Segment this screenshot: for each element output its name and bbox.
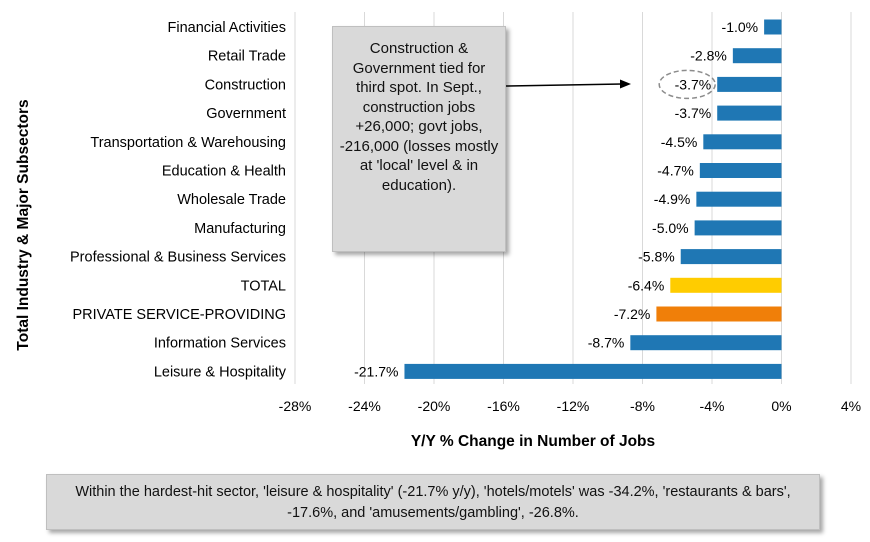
x-tick-label: 4% (841, 398, 861, 414)
footnote-box: Within the hardest-hit sector, 'leisure … (46, 474, 820, 530)
data-label: -8.7% (588, 335, 625, 351)
data-label: -4.9% (654, 191, 691, 207)
bar (694, 220, 782, 236)
callout-arrow (505, 79, 631, 89)
bar (680, 249, 782, 265)
category-label: Financial Activities (168, 20, 286, 36)
bars (404, 19, 782, 379)
bar (764, 19, 782, 35)
x-tick-label: -24% (348, 398, 381, 414)
data-label: -5.0% (652, 220, 689, 236)
category-labels: Financial Activities Retail Trade Construc… (70, 20, 287, 380)
x-tick-label: -20% (418, 398, 451, 414)
bar (404, 363, 782, 379)
category-label: Professional & Business Services (70, 250, 286, 266)
highlight-ellipse (658, 69, 716, 100)
bar (630, 335, 782, 351)
bar (732, 48, 782, 64)
annotation-callout: Construction & Government tied for third… (332, 26, 506, 252)
data-label: -7.2% (614, 306, 651, 322)
data-label: -4.7% (657, 163, 694, 179)
x-tick-labels: -28% -24% -20% -16% -12% -8% -4% 0% 4% (279, 398, 861, 414)
category-label: Retail Trade (208, 49, 286, 65)
bar (703, 134, 782, 150)
y-axis-title: Total Industry & Major Subsectors (15, 99, 32, 350)
category-label: Construction (205, 77, 286, 93)
bar (717, 105, 782, 121)
bar (670, 277, 782, 293)
data-label: -21.7% (354, 363, 398, 379)
category-label: Transportation & Warehousing (90, 135, 286, 151)
x-tick-label: -16% (487, 398, 520, 414)
category-label: Leisure & Hospitality (154, 364, 287, 380)
data-label: -5.8% (638, 249, 675, 265)
category-label: Education & Health (162, 164, 286, 180)
category-label: TOTAL (241, 278, 286, 294)
x-tick-label: -12% (557, 398, 590, 414)
x-axis-title: Y/Y % Change in Number of Jobs (411, 433, 655, 450)
data-label: -3.7% (675, 105, 712, 121)
bar (656, 306, 782, 322)
category-label: PRIVATE SERVICE-PROVIDING (72, 307, 286, 323)
x-tick-label: 0% (771, 398, 791, 414)
category-label: Government (206, 106, 286, 122)
x-tick-label: -4% (700, 398, 725, 414)
data-labels: -1.0% -2.8% -3.7% -3.7% -4.5% -4.7% -4.9% -5.0%… (354, 19, 758, 379)
category-label: Wholesale Trade (177, 192, 286, 208)
data-label: -6.4% (628, 277, 665, 293)
data-label: -1.0% (722, 19, 759, 35)
data-label: -2.8% (690, 48, 727, 64)
category-label: Information Services (154, 336, 286, 352)
x-tick-label: -8% (630, 398, 655, 414)
data-label: -4.5% (661, 134, 698, 150)
bar (699, 163, 782, 178)
data-label: -3.7% (675, 76, 712, 92)
bar (717, 76, 782, 92)
bar (696, 191, 782, 207)
x-tick-label: -28% (279, 398, 312, 414)
category-label: Manufacturing (194, 221, 286, 237)
